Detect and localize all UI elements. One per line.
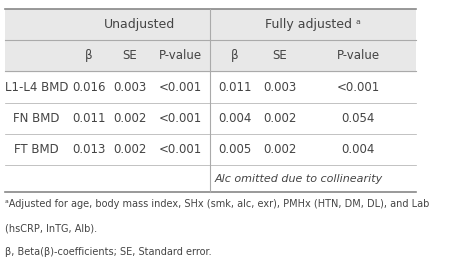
Text: 0.011: 0.011: [72, 112, 106, 125]
Text: β: β: [231, 49, 238, 62]
Text: <0.001: <0.001: [159, 80, 202, 94]
Text: ᵃAdjusted for age, body mass index, SHx (smk, alc, exr), PMHx (HTN, DM, DL), and: ᵃAdjusted for age, body mass index, SHx …: [5, 199, 429, 209]
Text: 0.004: 0.004: [218, 112, 252, 125]
Text: 0.011: 0.011: [218, 80, 252, 94]
Text: 0.003: 0.003: [113, 80, 146, 94]
Text: 0.016: 0.016: [72, 80, 106, 94]
Text: 0.054: 0.054: [341, 112, 375, 125]
Text: 0.002: 0.002: [113, 143, 146, 156]
Text: <0.001: <0.001: [337, 80, 380, 94]
Bar: [5, 9, 416, 40]
Text: FT BMD: FT BMD: [14, 143, 59, 156]
Text: P-value: P-value: [159, 49, 202, 62]
Text: P-value: P-value: [337, 49, 380, 62]
Bar: [5, 40, 416, 71]
Text: 0.002: 0.002: [263, 143, 297, 156]
Text: 0.002: 0.002: [113, 112, 146, 125]
Text: β: β: [85, 49, 93, 62]
Text: Fully adjusted ᵃ: Fully adjusted ᵃ: [265, 18, 361, 31]
Text: (hsCRP, lnTG, Alb).: (hsCRP, lnTG, Alb).: [5, 223, 97, 233]
Text: L1-L4 BMD: L1-L4 BMD: [5, 80, 68, 94]
Text: FN BMD: FN BMD: [13, 112, 60, 125]
Text: SE: SE: [123, 49, 137, 62]
Text: Alc omitted due to collinearity: Alc omitted due to collinearity: [214, 174, 383, 184]
Text: Unadjusted: Unadjusted: [104, 18, 175, 31]
Text: β, Beta(β)-coefficients; SE, Standard error.: β, Beta(β)-coefficients; SE, Standard er…: [5, 247, 211, 257]
Text: <0.001: <0.001: [159, 112, 202, 125]
Text: 0.002: 0.002: [263, 112, 297, 125]
Text: 0.013: 0.013: [72, 143, 106, 156]
Text: 0.003: 0.003: [264, 80, 297, 94]
Text: <0.001: <0.001: [159, 143, 202, 156]
Text: 0.004: 0.004: [341, 143, 375, 156]
Text: SE: SE: [273, 49, 287, 62]
Text: 0.005: 0.005: [218, 143, 251, 156]
